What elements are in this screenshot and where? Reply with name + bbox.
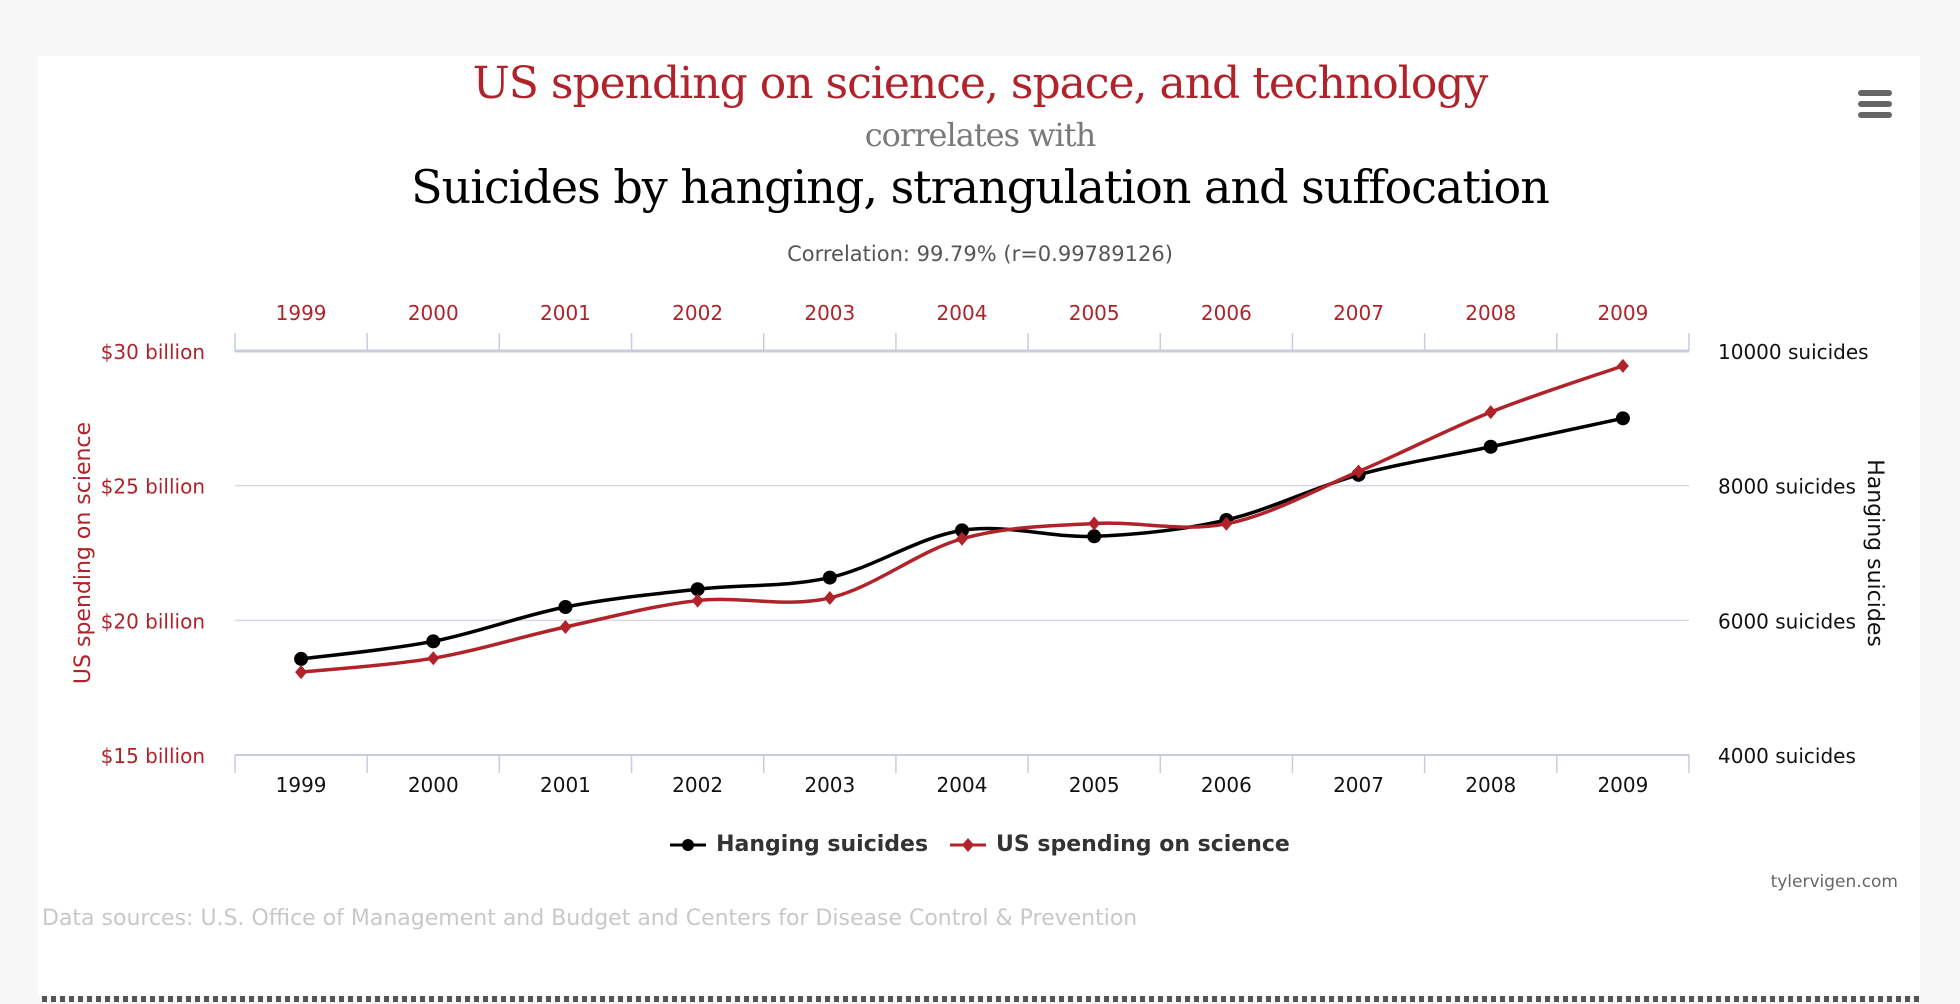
correlates-with-label: correlates with [864, 116, 1097, 154]
legend: Hanging suicides US spending on science [0, 832, 1960, 857]
credit-link[interactable]: tylervigen.com [1770, 872, 1898, 892]
data-point-us-spending [1352, 464, 1365, 479]
x-tick-label-top: 2002 [672, 301, 723, 325]
legend-label: US spending on science [996, 832, 1290, 857]
right-axis-title: Hanging suicides [1862, 459, 1887, 647]
data-point-hanging-suicides [1483, 439, 1498, 454]
data-point-us-spending [691, 593, 704, 608]
x-tick-label-top: 2009 [1597, 301, 1648, 325]
x-tick-label-bottom: 1999 [276, 773, 327, 797]
x-tick-label-top: 2008 [1465, 301, 1516, 325]
data-point-us-spending [559, 619, 572, 634]
right-y-tick-label: 10000 suicides [1718, 340, 1869, 364]
x-tick-label-bottom: 2002 [672, 773, 723, 797]
data-point-us-spending [295, 665, 308, 680]
left-y-tick-label: $20 billion [101, 609, 205, 633]
x-tick-label-bottom: 2005 [1069, 773, 1120, 797]
data-point-us-spending [956, 531, 968, 546]
data-point-us-spending [1484, 405, 1497, 420]
x-tick-label-bottom: 2000 [408, 773, 459, 797]
series-line-us-spending [300, 364, 1624, 674]
diamond-marker-icon [950, 837, 987, 852]
x-tick-label-bottom: 2003 [804, 773, 855, 797]
data-point-hanging-suicides [822, 570, 837, 585]
x-tick-label-bottom: 2004 [937, 773, 988, 797]
chart-card [38, 56, 1920, 996]
x-tick-label-top: 2001 [540, 301, 591, 325]
legend-item-hanging-suicides[interactable]: Hanging suicides [670, 832, 928, 857]
data-point-us-spending [427, 651, 440, 666]
left-y-tick-label: $30 billion [101, 340, 205, 364]
dotted-divider [42, 996, 1922, 1002]
x-tick-label-bottom: 2006 [1201, 773, 1252, 797]
x-tick-label-top: 1999 [276, 301, 327, 325]
x-tick-label-bottom: 2009 [1597, 773, 1648, 797]
left-y-tick-label: $25 billion [101, 475, 205, 499]
left-axis-title: US spending on science [71, 422, 96, 684]
x-tick-label-top: 2005 [1069, 301, 1120, 325]
data-point-hanging-suicides [1087, 529, 1102, 544]
right-y-tick-label: 6000 suicides [1718, 609, 1856, 633]
data-point-us-spending [1220, 516, 1233, 531]
left-y-tick-label: $15 billion [101, 744, 205, 768]
x-tick-label-top: 2000 [408, 301, 459, 325]
data-sources: Data sources: U.S. Office of Management … [42, 906, 1138, 931]
data-point-us-spending [823, 590, 836, 605]
data-point-hanging-suicides [294, 651, 309, 666]
x-tick-label-top: 2004 [937, 301, 988, 325]
x-tick-label-bottom: 2007 [1333, 773, 1384, 797]
correlation-text: Correlation: 99.79% (r=0.99789126) [787, 242, 1173, 266]
circle-marker-icon [670, 838, 707, 851]
data-point-hanging-suicides [1615, 411, 1630, 426]
x-tick-label-bottom: 2008 [1465, 773, 1516, 797]
x-tick-label-top: 2006 [1201, 301, 1252, 325]
right-y-tick-label: 4000 suicides [1718, 744, 1856, 768]
legend-item-us-spending[interactable]: US spending on science [950, 832, 1290, 857]
title-variable-2: Suicides by hanging, strangulation and s… [411, 160, 1550, 214]
x-tick-label-top: 2007 [1333, 301, 1384, 325]
right-y-tick-label: 8000 suicides [1718, 475, 1856, 499]
legend-label: Hanging suicides [716, 832, 929, 857]
x-tick-label-bottom: 2001 [540, 773, 591, 797]
data-point-hanging-suicides [558, 600, 573, 615]
data-point-us-spending [1616, 358, 1629, 373]
data-point-hanging-suicides [690, 582, 705, 597]
hamburger-menu-icon[interactable] [1858, 90, 1892, 118]
data-point-hanging-suicides [426, 634, 441, 649]
data-point-hanging-suicides [955, 523, 969, 538]
x-tick-label-top: 2003 [804, 301, 855, 325]
data-point-us-spending [1088, 516, 1101, 531]
title-variable-1: US spending on science, space, and techn… [472, 58, 1489, 109]
